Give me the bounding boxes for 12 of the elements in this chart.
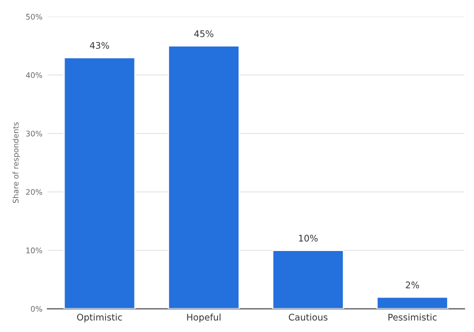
data-label: 2% bbox=[406, 282, 420, 288]
x-tick-label: Optimistic bbox=[77, 314, 122, 322]
bar bbox=[272, 250, 344, 309]
x-tick-label: Hopeful bbox=[187, 314, 220, 322]
data-label: 45% bbox=[194, 30, 214, 38]
bar bbox=[168, 45, 240, 309]
x-tick-label: Cautious bbox=[288, 314, 328, 321]
data-label: 43% bbox=[90, 42, 110, 49]
x-tick-label: Pessimistic bbox=[388, 314, 437, 321]
bar bbox=[63, 56, 136, 309]
bar bbox=[376, 296, 449, 309]
data-label: 10% bbox=[299, 234, 318, 242]
